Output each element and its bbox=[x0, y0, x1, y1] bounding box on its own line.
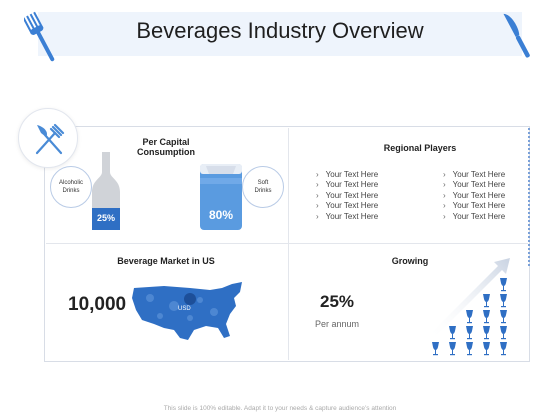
list-item: Your Text Here bbox=[316, 212, 378, 222]
us-map-icon bbox=[132, 282, 242, 340]
list-item: Your Text Here bbox=[316, 191, 378, 201]
knife-icon bbox=[503, 13, 530, 58]
bottle-icon bbox=[92, 152, 120, 230]
divider-horizontal bbox=[46, 243, 528, 244]
list-item: Your Text Here bbox=[443, 180, 505, 190]
alcoholic-percent: 25% bbox=[96, 213, 115, 223]
players-list-left: Your Text Here Your Text Here Your Text … bbox=[316, 170, 378, 222]
title-band bbox=[38, 12, 522, 56]
soft-drinks-bubble: Soft Drinks bbox=[242, 166, 284, 208]
alcoholic-drinks-bubble: Alcoholic Drinks bbox=[50, 166, 92, 208]
market-value: 10,000 bbox=[68, 294, 127, 315]
fork-knife-icon bbox=[35, 123, 65, 155]
regional-players-label: Regional Players bbox=[383, 143, 457, 153]
corner-badge bbox=[18, 108, 78, 168]
players-list-right: Your Text Here Your Text Here Your Text … bbox=[443, 170, 505, 222]
dotted-accent bbox=[526, 128, 530, 266]
can-icon bbox=[200, 164, 242, 230]
list-item: Your Text Here bbox=[443, 212, 505, 222]
market-us-label: Beverage Market in US bbox=[117, 256, 215, 266]
list-item: Your Text Here bbox=[316, 170, 378, 180]
wine-glass-icon bbox=[432, 278, 507, 356]
growth-percent: 25% bbox=[320, 292, 355, 311]
list-item: Your Text Here bbox=[316, 180, 378, 190]
footer-note: This slide is 100% editable. Adapt it to… bbox=[163, 405, 397, 412]
soft-percent: 80% bbox=[208, 208, 234, 222]
list-item: Your Text Here bbox=[443, 170, 505, 180]
growing-label: Growing bbox=[391, 256, 429, 266]
list-item: Your Text Here bbox=[443, 191, 505, 201]
divider-vertical bbox=[288, 128, 289, 360]
currency-label: USD bbox=[178, 306, 191, 312]
fork-icon bbox=[24, 11, 55, 62]
growth-period: Per annum bbox=[315, 319, 360, 329]
list-item: Your Text Here bbox=[316, 201, 378, 211]
list-item: Your Text Here bbox=[443, 201, 505, 211]
page-title: Beverages Industry Overview bbox=[136, 18, 424, 43]
wine-glass-chart bbox=[428, 258, 510, 356]
per-capita-label: Per Capital Consumption bbox=[137, 137, 195, 157]
